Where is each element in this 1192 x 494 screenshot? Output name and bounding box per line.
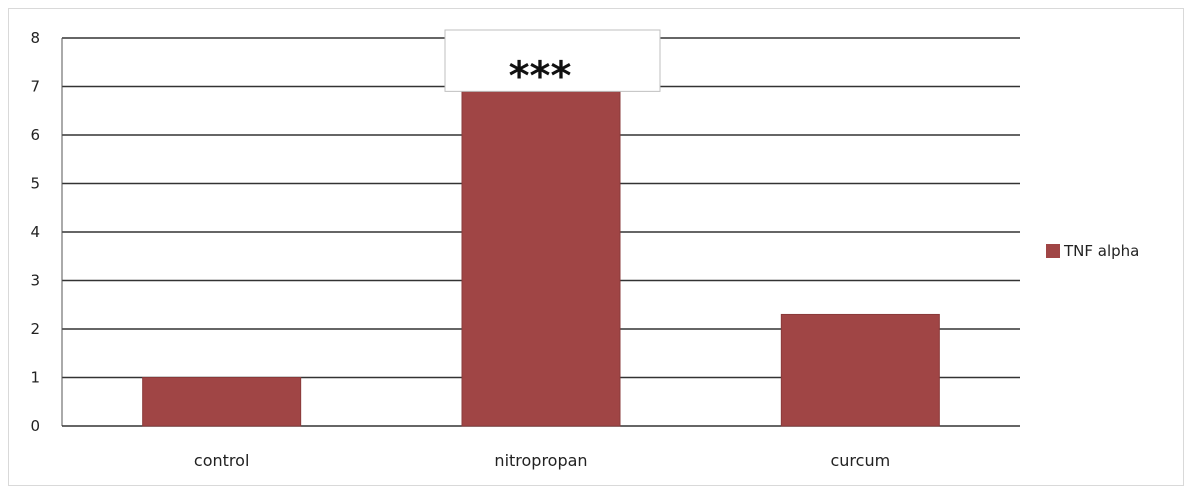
y-tick-label: 3 [30, 272, 40, 290]
y-tick-label: 1 [30, 369, 40, 387]
y-tick-label: 5 [30, 175, 40, 193]
y-tick-label: 8 [30, 29, 40, 47]
x-tick-label: nitropropan [494, 451, 587, 470]
x-tick-label: curcum [830, 451, 890, 470]
y-tick-label: 0 [30, 417, 40, 435]
chart-frame [8, 8, 1184, 486]
y-tick-label: 4 [30, 223, 40, 241]
y-tick-label: 7 [30, 78, 40, 96]
y-tick-label: 6 [30, 126, 40, 144]
bar-curcum [780, 313, 940, 427]
bar-control [142, 377, 302, 427]
significance-annotation: *** [509, 53, 572, 99]
legend-swatch [1046, 244, 1060, 258]
bar-nitropropan [461, 90, 621, 427]
annotation-box [444, 29, 661, 92]
legend-label: TNF alpha [1063, 242, 1139, 260]
x-tick-label: control [194, 451, 249, 470]
y-tick-label: 2 [30, 320, 40, 338]
